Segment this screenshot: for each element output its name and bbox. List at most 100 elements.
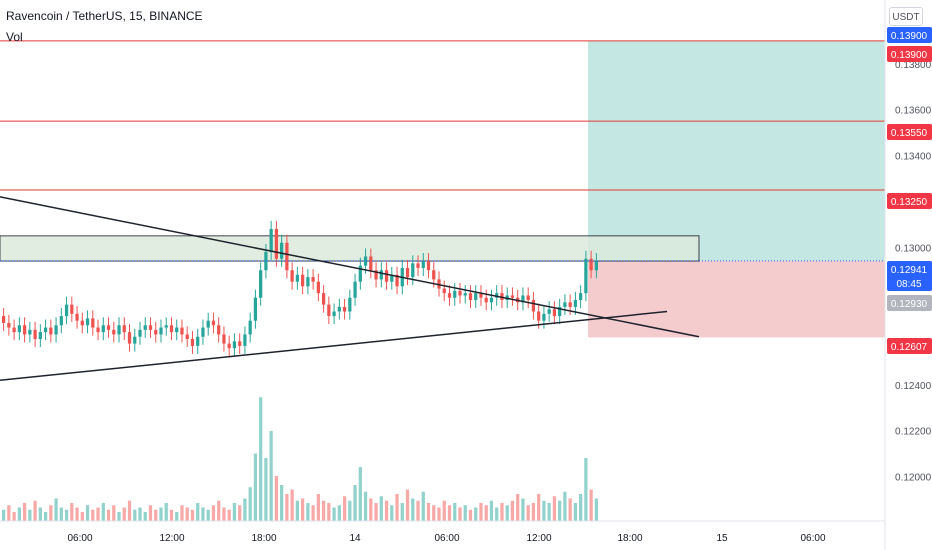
volume-bar — [442, 500, 446, 521]
price-tick-label: 0.12200 — [895, 427, 932, 438]
candle-body — [222, 334, 226, 344]
volume-bar — [269, 431, 273, 521]
price-badge-text: 0.13900 — [891, 31, 928, 42]
volume-bar — [164, 503, 168, 521]
time-tick-label: 06:00 — [67, 533, 92, 544]
volume-bar — [28, 509, 32, 521]
volume-bar — [122, 507, 126, 521]
candle-body — [584, 258, 588, 294]
candle-body — [217, 325, 221, 335]
drawing-lines[interactable] — [0, 40, 885, 382]
volume-bar — [138, 507, 142, 521]
volume-bar — [243, 498, 247, 521]
volume-bar — [49, 505, 53, 521]
volume-bar — [248, 487, 252, 521]
volume-bar — [70, 503, 74, 521]
price-badge — [887, 295, 932, 311]
volume-bar — [374, 503, 378, 521]
stop-zone — [588, 260, 885, 338]
candle-body — [227, 343, 231, 349]
volume-bar — [59, 507, 63, 521]
volume-bar — [91, 509, 95, 521]
volume-label[interactable]: Vol — [6, 30, 23, 44]
currency-button[interactable]: USDT — [889, 7, 923, 26]
volume-bar — [112, 505, 116, 521]
candle-body — [521, 295, 525, 303]
candle-body — [17, 325, 21, 333]
volume-bar — [584, 458, 588, 521]
volume-bar — [274, 476, 279, 521]
candle-body — [169, 325, 174, 333]
candle-body — [301, 274, 305, 287]
volume-bar — [589, 489, 593, 521]
volume-bar — [358, 467, 362, 521]
volume-bar — [206, 509, 210, 521]
candle-body — [411, 263, 415, 278]
candle-body — [510, 295, 515, 298]
time-tick-label: 14 — [349, 533, 361, 544]
candle-body — [594, 261, 598, 271]
candle-body — [85, 318, 90, 326]
candle-body — [484, 297, 488, 303]
candle-body — [159, 327, 163, 335]
price-tick-label: 0.13800 — [895, 60, 932, 71]
price-labels: 0.13900 0.13900 0.13550 0.13250 0.12941 08:45… — [887, 27, 932, 354]
candle-body — [468, 293, 473, 301]
candle-body — [537, 311, 541, 321]
candle-body — [563, 302, 567, 307]
volume-bar — [437, 507, 441, 521]
candle-body — [164, 325, 168, 328]
candle-body — [285, 242, 289, 271]
candle-body — [190, 339, 195, 346]
candle-body — [148, 325, 153, 330]
volume-bar — [500, 503, 504, 521]
candle-body — [589, 258, 593, 271]
ascending-trendline[interactable] — [0, 310, 668, 382]
volume-bar — [537, 494, 541, 521]
candle-body — [332, 311, 336, 317]
price-badge — [887, 338, 932, 354]
candle-body — [327, 304, 331, 317]
time-tick-label: 06:00 — [800, 533, 825, 544]
candle-body — [43, 327, 48, 333]
symbol-title[interactable]: Ravencoin / TetherUS, 15, BINANCE — [6, 9, 203, 23]
descending-trendline[interactable] — [0, 196, 700, 338]
volume-bar — [264, 458, 268, 521]
candle-body — [143, 325, 147, 330]
time-axis[interactable]: 06:00 12:00 18:00 14 06:00 12:00 18:00 15 06:00 — [0, 520, 885, 544]
volume-bar — [432, 505, 436, 521]
time-tick-label: 06:00 — [434, 533, 459, 544]
candle-body — [12, 327, 16, 333]
volume-bar — [127, 500, 132, 521]
volume-bar — [290, 489, 294, 521]
volume-bar — [280, 485, 284, 521]
volume-bar — [33, 500, 37, 521]
volume-bar — [495, 507, 499, 521]
candle-body — [206, 320, 210, 328]
volume-bar — [154, 509, 158, 521]
price-badge — [887, 193, 932, 209]
volume-bar — [384, 500, 389, 521]
candle-body — [542, 313, 546, 321]
price-badge-text: 0.13900 — [891, 50, 928, 61]
candle-body — [59, 316, 63, 326]
candle-body — [138, 329, 142, 337]
candle-body — [573, 300, 578, 307]
volume-bar — [579, 494, 583, 521]
candle-body — [474, 293, 478, 301]
candle-body — [426, 261, 431, 271]
volume-bar — [227, 509, 231, 521]
volume-bar — [468, 509, 473, 521]
candle-body — [353, 281, 357, 298]
price-badge-text: 0.12941 — [891, 265, 928, 276]
volume-bar — [295, 500, 299, 521]
volume-bar — [332, 507, 336, 521]
volume-bar — [327, 503, 331, 521]
candle-body — [306, 277, 310, 287]
volume-bar — [363, 491, 368, 521]
volume-bar — [54, 498, 58, 521]
candle-body — [196, 336, 200, 346]
volume-bar — [75, 507, 79, 521]
volume-bar — [547, 503, 551, 521]
